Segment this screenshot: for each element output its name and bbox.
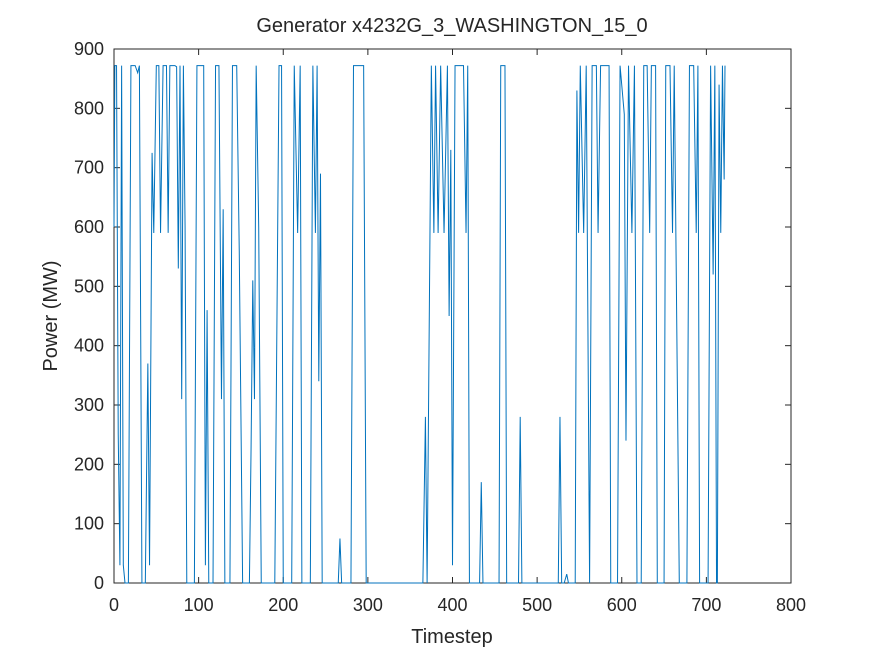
x-tick-label: 400 [437,595,467,615]
x-tick-label: 800 [776,595,806,615]
x-tick-label: 0 [109,595,119,615]
x-tick-label: 100 [184,595,214,615]
y-tick-label: 200 [74,454,104,474]
y-tick-label: 600 [74,217,104,237]
x-tick-label: 700 [691,595,721,615]
y-tick-label: 700 [74,158,104,178]
y-tick-label: 400 [74,336,104,356]
y-tick-label: 900 [74,39,104,59]
y-tick-label: 0 [94,573,104,593]
x-tick-label: 300 [353,595,383,615]
y-tick-label: 800 [74,98,104,118]
x-tick-label: 200 [268,595,298,615]
y-tick-label: 100 [74,514,104,534]
y-axis-label: Power (MW) [40,260,62,371]
x-tick-label: 500 [522,595,552,615]
data-line [113,65,726,584]
y-tick-label: 500 [74,276,104,296]
y-tick-label: 300 [74,395,104,415]
x-tick-label: 600 [607,595,637,615]
chart-title: Generator x4232G_3_WASHINGTON_15_0 [256,15,647,37]
x-axis-label: Timestep [411,626,493,648]
